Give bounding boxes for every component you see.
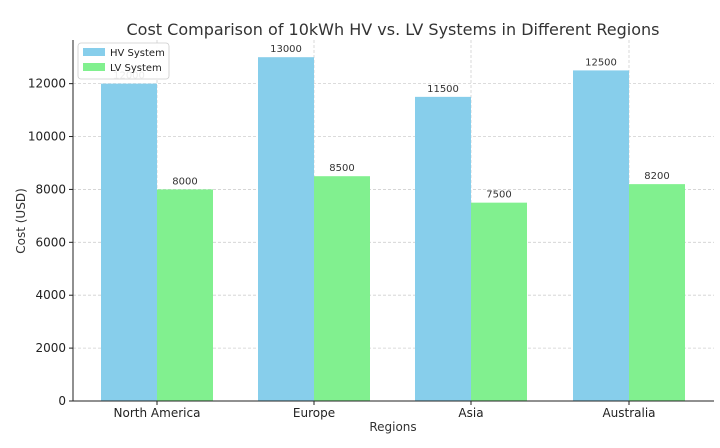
y-tick-label: 4000 [35, 288, 66, 302]
bar-hv-europe [258, 57, 314, 401]
legend-label: LV System [110, 63, 162, 74]
y-tick-label: 6000 [35, 235, 66, 249]
data-label: 8500 [329, 163, 354, 174]
x-tick-label: Australia [602, 406, 655, 420]
y-tick-label: 8000 [35, 182, 66, 196]
bar-lv-asia [471, 202, 527, 401]
bar-lv-australia [629, 184, 685, 401]
chart-title: Cost Comparison of 10kWh HV vs. LV Syste… [126, 20, 659, 39]
x-tick-label: Europe [293, 406, 335, 420]
data-label: 7500 [486, 190, 511, 201]
y-tick-label: 12000 [28, 77, 66, 91]
x-tick-label: Asia [458, 406, 483, 420]
y-tick-label: 10000 [28, 130, 66, 144]
legend-label: HV System [110, 48, 165, 59]
bars [101, 57, 685, 402]
legend-swatch [83, 48, 105, 56]
data-label: 11500 [427, 84, 459, 95]
bar-hv-north-america [101, 83, 157, 401]
y-axis-label: Cost (USD) [14, 188, 28, 254]
legend-swatch [83, 63, 105, 71]
x-axis-label: Regions [369, 420, 416, 434]
axes: 0 2000 4000 6000 8000 10000 12000 North America… [28, 40, 714, 420]
data-label: 13000 [270, 44, 302, 55]
data-label: 8000 [172, 176, 197, 187]
y-tick-label: 2000 [35, 341, 66, 355]
bar-hv-australia [573, 70, 629, 402]
bar-lv-europe [314, 176, 370, 401]
data-label: 8200 [644, 171, 669, 182]
x-tick-label: North America [114, 406, 201, 420]
bar-lv-north-america [157, 189, 213, 401]
legend: HV System LV System [77, 42, 170, 80]
data-label: 12500 [585, 57, 617, 68]
y-tick-label: 0 [58, 394, 66, 408]
bar-hv-asia [415, 96, 471, 401]
